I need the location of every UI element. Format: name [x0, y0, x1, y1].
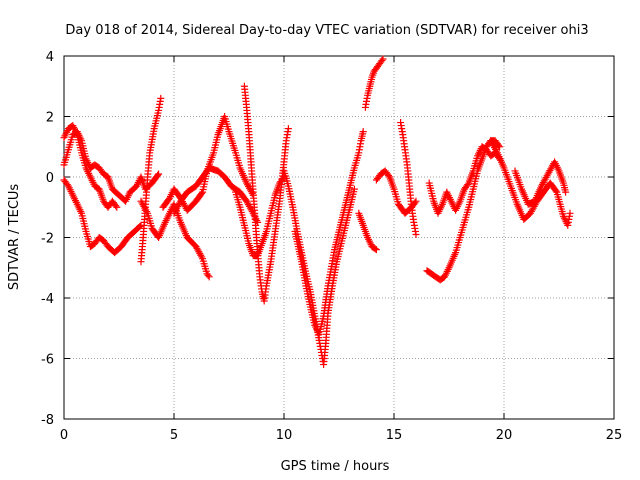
data-point — [143, 208, 151, 216]
x-axis-label: GPS time / hours — [281, 459, 390, 474]
y-tick-label: -2 — [41, 232, 54, 247]
series-arc-9 — [232, 173, 288, 260]
data-point — [552, 187, 560, 195]
data-points — [60, 55, 574, 369]
series-arc-1 — [60, 122, 121, 211]
grid — [64, 56, 614, 419]
data-point — [113, 203, 121, 211]
series-arc-19 — [511, 158, 570, 208]
axis-ticks: 0 5 10 15 20 25 -8 -6 -4 -2 0 2 4 — [41, 50, 622, 443]
data-point — [198, 189, 206, 197]
data-point — [566, 209, 574, 217]
data-point — [157, 94, 165, 102]
data-point — [495, 141, 502, 149]
series-arc-11 — [291, 128, 367, 338]
data-point — [154, 171, 162, 179]
data-point — [378, 57, 386, 65]
y-tick-label: 0 — [46, 171, 54, 186]
data-point — [204, 271, 212, 279]
series-arc-18 — [487, 137, 574, 229]
series-arc-17 — [425, 143, 504, 217]
data-point — [372, 246, 380, 254]
y-tick-label: 2 — [46, 111, 54, 126]
y-tick-label: -4 — [41, 292, 54, 307]
data-point — [155, 170, 163, 178]
data-point — [411, 199, 419, 207]
data-point — [464, 181, 472, 189]
x-tick-label: 15 — [386, 428, 403, 443]
series-arc-5 — [137, 197, 213, 281]
y-tick-label: -8 — [41, 413, 54, 428]
data-point — [562, 188, 570, 196]
data-point — [385, 171, 392, 179]
x-tick-label: 20 — [496, 428, 513, 443]
data-point — [198, 253, 206, 261]
data-point — [492, 147, 500, 155]
data-point — [350, 185, 358, 193]
series-arc-6 — [159, 113, 257, 214]
y-tick-label: 4 — [46, 50, 54, 65]
data-point — [248, 189, 256, 197]
data-point — [112, 202, 120, 210]
series-arc-4 — [137, 94, 165, 266]
series-arc-13 — [361, 55, 387, 111]
x-tick-label: 0 — [60, 428, 68, 443]
data-point — [371, 245, 379, 253]
y-tick-label: -6 — [41, 353, 54, 368]
chart-title: Day 018 of 2014, Sidereal Day-to-day VTE… — [65, 23, 588, 38]
data-point — [412, 230, 420, 238]
series-arc-15 — [397, 119, 420, 238]
series-arc-2 — [60, 128, 163, 205]
data-point — [496, 143, 504, 151]
y-axis-label: SDTVAR / TECUs — [7, 184, 22, 291]
data-point — [136, 222, 144, 230]
series-arc-12 — [355, 209, 380, 254]
data-point — [379, 55, 387, 63]
data-point — [359, 128, 367, 136]
series-arc-3 — [60, 176, 145, 257]
data-point — [205, 273, 213, 281]
x-tick-label: 10 — [276, 428, 293, 443]
x-tick-label: 5 — [170, 428, 178, 443]
series-arc-7 — [170, 164, 262, 226]
data-point — [284, 125, 292, 133]
x-tick-label: 25 — [606, 428, 623, 443]
